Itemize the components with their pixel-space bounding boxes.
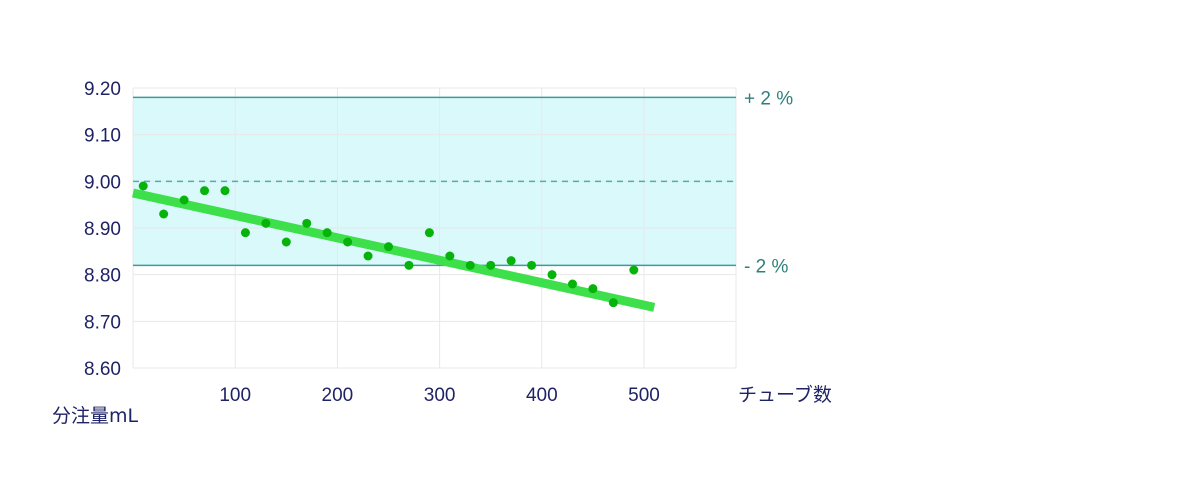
y-tick-label: 9.00	[84, 172, 121, 193]
limit-lines	[133, 96, 736, 267]
y-tick-label: 9.10	[84, 126, 121, 147]
trend-line	[132, 188, 656, 312]
data-point	[445, 251, 455, 261]
data-point	[465, 260, 475, 270]
data-point	[486, 260, 496, 270]
data-points	[138, 181, 639, 308]
data-point	[343, 237, 353, 247]
data-point	[220, 186, 230, 196]
x-axis-title: チューブ数	[738, 383, 832, 406]
data-point	[608, 298, 618, 308]
x-tick-label: 100	[219, 385, 251, 406]
y-tick-label: 8.80	[84, 266, 121, 287]
data-point	[240, 228, 250, 238]
y-axis-title: 分注量mL	[52, 405, 139, 427]
data-point	[363, 251, 373, 261]
x-tick-label: 400	[526, 385, 558, 406]
y-tick-label: 8.70	[84, 312, 121, 333]
data-point	[322, 228, 332, 238]
limit-label: + 2 %	[744, 88, 793, 109]
data-point	[159, 209, 169, 219]
data-point	[588, 284, 598, 294]
data-point	[200, 186, 210, 196]
data-point	[261, 218, 271, 228]
data-point	[567, 279, 577, 289]
data-point	[384, 242, 394, 252]
data-point	[527, 260, 537, 270]
data-point	[629, 265, 639, 275]
data-point	[424, 228, 434, 238]
data-point	[506, 256, 516, 266]
y-tick-label: 9.20	[84, 79, 121, 100]
y-tick-labels: 9.20 9.10 9.00 8.90 8.80 8.70 8.60	[84, 79, 121, 380]
x-tick-label: 300	[424, 385, 456, 406]
data-point	[281, 237, 291, 247]
x-tick-label: 200	[322, 385, 354, 406]
y-tick-label: 8.90	[84, 219, 121, 240]
limit-labels: + 2 % - 2 %	[744, 88, 793, 277]
data-point	[547, 270, 557, 280]
x-tick-labels: 100 200 300 400 500	[219, 385, 660, 406]
data-point	[302, 218, 312, 228]
data-point	[404, 260, 414, 270]
data-point	[179, 195, 189, 205]
y-tick-label: 8.60	[84, 359, 121, 380]
x-tick-label: 500	[628, 385, 660, 406]
limit-label: - 2 %	[744, 256, 788, 277]
data-point	[138, 181, 148, 191]
